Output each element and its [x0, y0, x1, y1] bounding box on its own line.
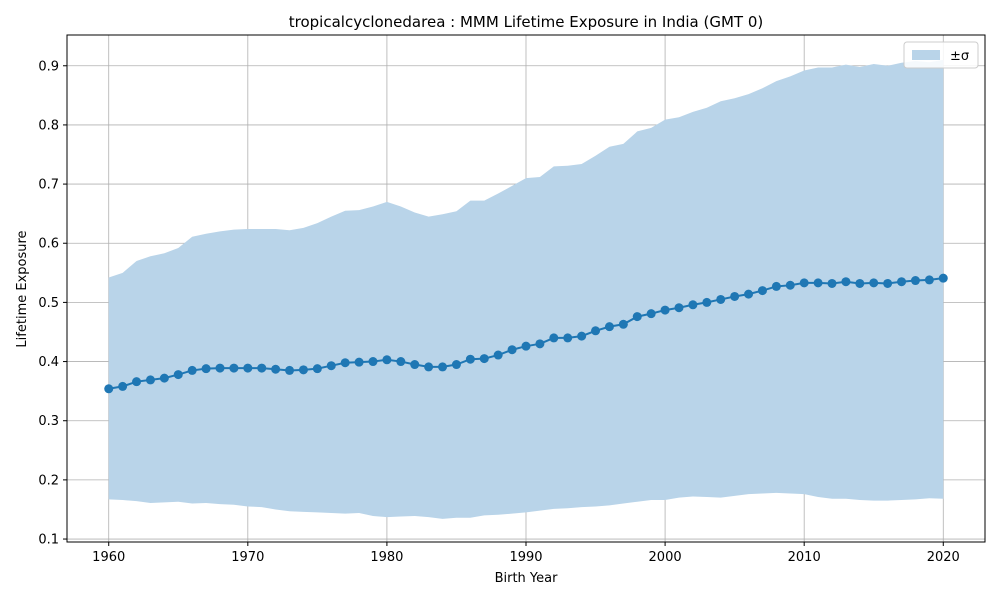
data-point — [813, 278, 823, 288]
std-band-area — [108, 59, 944, 519]
x-tick-label: 2010 — [788, 550, 821, 565]
data-point — [577, 331, 587, 341]
data-point — [869, 278, 879, 288]
data-point — [883, 278, 893, 288]
y-tick-label: 0.4 — [38, 355, 59, 370]
data-point — [438, 362, 448, 372]
data-point — [799, 278, 809, 288]
y-tick-label: 0.2 — [38, 473, 59, 488]
data-point — [354, 357, 364, 367]
data-point — [229, 363, 239, 373]
data-point — [368, 357, 378, 367]
y-tick-label: 0.7 — [38, 178, 59, 193]
data-point — [897, 277, 907, 287]
y-tick-label: 0.8 — [38, 118, 59, 133]
data-point — [187, 365, 197, 375]
data-point — [730, 291, 740, 301]
data-point — [674, 303, 684, 313]
data-point — [841, 277, 851, 287]
data-point — [396, 357, 406, 367]
y-tick-label: 0.9 — [38, 59, 59, 74]
data-point — [618, 319, 628, 329]
x-tick-label: 1960 — [92, 550, 125, 565]
x-axis-title: Birth Year — [495, 571, 559, 586]
data-point — [104, 384, 114, 394]
data-point — [757, 286, 767, 296]
y-axis-ticks: 0.1 0.2 0.3 0.4 0.5 0.6 0.7 0.8 0.9 — [38, 59, 67, 548]
data-point — [632, 312, 642, 322]
x-tick-label: 2020 — [927, 550, 960, 565]
data-point — [340, 358, 350, 368]
y-tick-label: 0.6 — [38, 237, 59, 252]
data-point — [549, 333, 559, 343]
data-point — [271, 364, 281, 374]
data-point — [479, 354, 489, 364]
data-point — [257, 363, 267, 373]
data-point — [660, 305, 670, 315]
data-point — [173, 370, 183, 380]
data-point — [535, 339, 545, 349]
data-point — [382, 355, 392, 365]
data-point — [285, 365, 295, 375]
legend-box — [903, 41, 979, 69]
legend-label: ±σ — [950, 49, 969, 64]
data-point — [507, 345, 517, 355]
data-point — [243, 363, 253, 373]
legend-swatch — [912, 50, 940, 60]
data-point — [591, 326, 601, 336]
chart-title: tropicalcyclonedarea : MMM Lifetime Expo… — [289, 13, 763, 31]
y-tick-label: 0.5 — [38, 296, 59, 311]
data-point — [326, 361, 336, 371]
y-axis-title: Lifetime Exposure — [15, 230, 30, 347]
legend: ±σ — [903, 41, 979, 69]
data-point — [465, 354, 475, 364]
data-point — [702, 297, 712, 307]
data-point — [451, 360, 461, 370]
data-point — [938, 273, 948, 283]
data-point — [298, 365, 308, 375]
data-point — [855, 278, 865, 288]
data-point — [132, 377, 142, 387]
x-tick-label: 1980 — [370, 550, 403, 565]
data-point — [215, 363, 225, 373]
data-point — [688, 300, 698, 310]
data-point — [424, 362, 434, 372]
data-point — [493, 350, 503, 360]
data-point — [785, 280, 795, 290]
data-points — [104, 273, 948, 394]
data-point — [744, 289, 754, 299]
data-point — [145, 375, 155, 385]
data-point — [118, 381, 128, 391]
data-point — [924, 275, 934, 285]
data-point — [312, 364, 322, 374]
data-point — [159, 373, 169, 383]
data-point — [563, 333, 573, 343]
x-axis-ticks: 1960 1970 1980 1990 2000 2010 2020 — [92, 542, 960, 565]
data-point — [827, 278, 837, 288]
data-point — [521, 341, 531, 351]
x-tick-label: 1990 — [509, 550, 542, 565]
x-tick-label: 2000 — [649, 550, 682, 565]
data-point — [716, 294, 726, 304]
data-point — [201, 364, 211, 374]
y-tick-label: 0.1 — [38, 533, 59, 548]
data-point — [910, 276, 920, 286]
y-tick-label: 0.3 — [38, 414, 59, 429]
data-point — [604, 322, 614, 332]
data-point — [410, 360, 420, 370]
data-point — [771, 281, 781, 291]
data-point — [646, 309, 656, 319]
x-tick-label: 1970 — [231, 550, 264, 565]
